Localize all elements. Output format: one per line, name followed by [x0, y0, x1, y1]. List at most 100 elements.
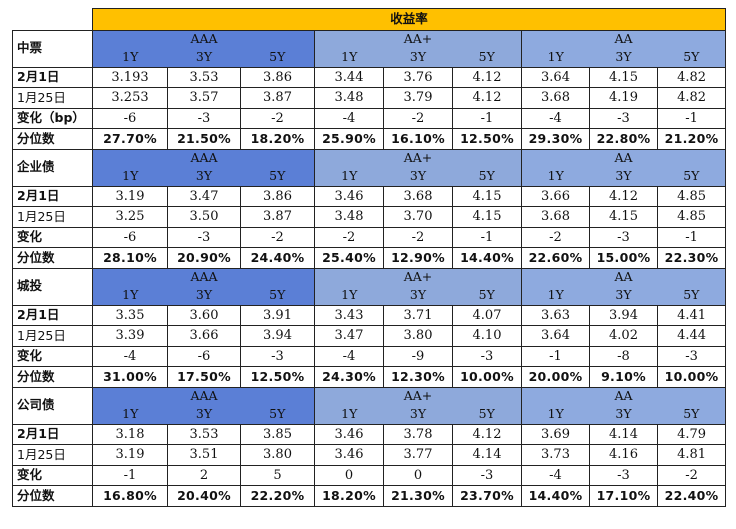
grade-label-aa-plus: AA+ — [383, 29, 453, 49]
table-cell: -2 — [383, 226, 453, 248]
header-fill — [314, 267, 384, 287]
section-header-grades: 中票 AAA AA+ AA — [12, 29, 727, 68]
tenor-label-1y: 1Y — [314, 48, 384, 68]
table-cell: 15.00% — [589, 247, 658, 269]
tenor-label-3y: 3Y — [167, 48, 241, 68]
table-cell: -3 — [656, 345, 727, 367]
tenor-label-1y: 1Y — [314, 405, 384, 425]
table-cell: 3.64 — [521, 325, 590, 347]
section-header-grades: 企业债 AAA AA+ AA — [12, 148, 727, 187]
table-cell: 14.40% — [521, 485, 590, 507]
header-fill — [92, 267, 168, 287]
header-fill — [240, 386, 315, 406]
table-cell: -2 — [240, 107, 315, 129]
row-label: 2月1日 — [12, 423, 93, 445]
header-fill — [657, 148, 727, 168]
table-cell: 4.14 — [589, 423, 658, 445]
table-cell: 4.15 — [589, 206, 658, 228]
table-cell: 4.12 — [452, 66, 522, 88]
table-cell: -2 — [240, 226, 315, 248]
table-cell: 22.60% — [521, 247, 590, 269]
table-cell: 4.15 — [452, 185, 522, 207]
table-cell: 0 — [314, 464, 384, 486]
grade-label-aa: AA — [589, 148, 658, 168]
tenor-label-1y: 1Y — [92, 286, 168, 306]
table-cell: 23.70% — [452, 485, 522, 507]
tenor-label-5y: 5Y — [452, 48, 522, 68]
table-cell: 3.47 — [167, 185, 241, 207]
section-header-tenors: 1Y 3Y 5Y 1Y 3Y 5Y 1Y 3Y 5Y — [13, 167, 727, 187]
table-row: 1月25日 3.19 3.51 3.80 3.46 3.77 4.14 3.73 4.16 4.8… — [12, 444, 727, 466]
header-fill — [92, 386, 168, 406]
table-cell: 4.14 — [452, 444, 522, 466]
table-cell: 4.82 — [656, 87, 727, 109]
table-row: 变化 -6 -3 -2 -2 -2 -1 -2 -3 -1 — [12, 226, 727, 248]
table-cell: 3.86 — [240, 185, 315, 207]
table-cell: 4.16 — [589, 444, 658, 466]
row-label: 1月25日 — [12, 206, 93, 228]
yield-table-body: 收益率 中票 AAA AA+ AA 1Y 3Y 5Y 1Y 3Y 5Y 1Y 3Y 5Y 2月1日 3.19… — [12, 8, 727, 507]
table-cell: 22.20% — [240, 485, 315, 507]
table-cell: -1 — [452, 226, 522, 248]
tenor-label-5y: 5Y — [240, 48, 315, 68]
grade-label-aa: AA — [589, 386, 658, 406]
header-fill — [657, 267, 727, 287]
table-cell: 17.50% — [167, 366, 241, 388]
tenor-label-1y: 1Y — [521, 286, 590, 306]
tenor-label-5y: 5Y — [240, 167, 315, 187]
table-cell: 20.90% — [167, 247, 241, 269]
row-label: 分位数 — [12, 128, 93, 150]
table-cell: 24.40% — [240, 247, 315, 269]
table-cell: 5 — [240, 464, 315, 486]
table-cell: 3.18 — [92, 423, 168, 445]
table-cell: 3.66 — [167, 325, 241, 347]
table-cell: 18.20% — [240, 128, 315, 150]
table-row: 变化 -1 2 5 0 0 -3 -4 -3 -2 — [12, 464, 727, 486]
table-cell: 0 — [383, 464, 453, 486]
grade-label-aa-plus: AA+ — [383, 267, 453, 287]
grade-label-aaa: AAA — [167, 267, 241, 287]
grade-label-aa-plus: AA+ — [383, 386, 453, 406]
table-cell: 3.50 — [167, 206, 241, 228]
table-cell: 9.10% — [589, 366, 658, 388]
table-cell: 3.71 — [383, 304, 453, 326]
table-cell: 4.12 — [452, 87, 522, 109]
tenor-label-1y: 1Y — [521, 167, 590, 187]
tenor-label-3y: 3Y — [589, 48, 658, 68]
table-cell: 16.80% — [92, 485, 168, 507]
table-cell: -4 — [92, 345, 168, 367]
table-cell: 4.79 — [656, 423, 727, 445]
table-cell: 4.07 — [452, 304, 522, 326]
table-cell: 12.90% — [383, 247, 453, 269]
tenor-label-3y: 3Y — [167, 167, 241, 187]
table-cell: -1 — [92, 464, 168, 486]
table-cell: 20.40% — [167, 485, 241, 507]
table-cell: 3.51 — [167, 444, 241, 466]
table-cell: 3.44 — [314, 66, 384, 88]
table-cell: -3 — [167, 226, 241, 248]
table-cell: 3.193 — [92, 66, 168, 88]
table-cell: 24.30% — [314, 366, 384, 388]
table-cell: 31.00% — [92, 366, 168, 388]
table-cell: 3.46 — [314, 185, 384, 207]
table-cell: 12.30% — [383, 366, 453, 388]
tenor-label-5y: 5Y — [452, 167, 522, 187]
table-cell: 3.85 — [240, 423, 315, 445]
table-cell: 3.48 — [314, 206, 384, 228]
header-fill — [521, 29, 590, 49]
header-fill — [521, 267, 590, 287]
table-cell: 3.19 — [92, 185, 168, 207]
table-row: 1月25日 3.253 3.57 3.87 3.48 3.79 4.12 3.68 4.19 4.… — [12, 87, 727, 109]
row-label: 分位数 — [12, 366, 93, 388]
table-row: 分位数 16.80% 20.40% 22.20% 18.20% 21.30% 23.70% 1… — [12, 485, 727, 507]
table-row: 1月25日 3.25 3.50 3.87 3.48 3.70 4.15 3.68 4.15 4.8… — [12, 206, 727, 228]
row-label: 变化 — [12, 464, 93, 486]
table-cell: 25.90% — [314, 128, 384, 150]
header-fill — [657, 29, 727, 49]
table-cell: 4.41 — [656, 304, 727, 326]
table-cell: 4.15 — [589, 66, 658, 88]
tenor-label-5y: 5Y — [657, 48, 727, 68]
header-fill — [240, 148, 315, 168]
tenor-label-3y: 3Y — [589, 405, 658, 425]
table-cell: -4 — [314, 345, 384, 367]
